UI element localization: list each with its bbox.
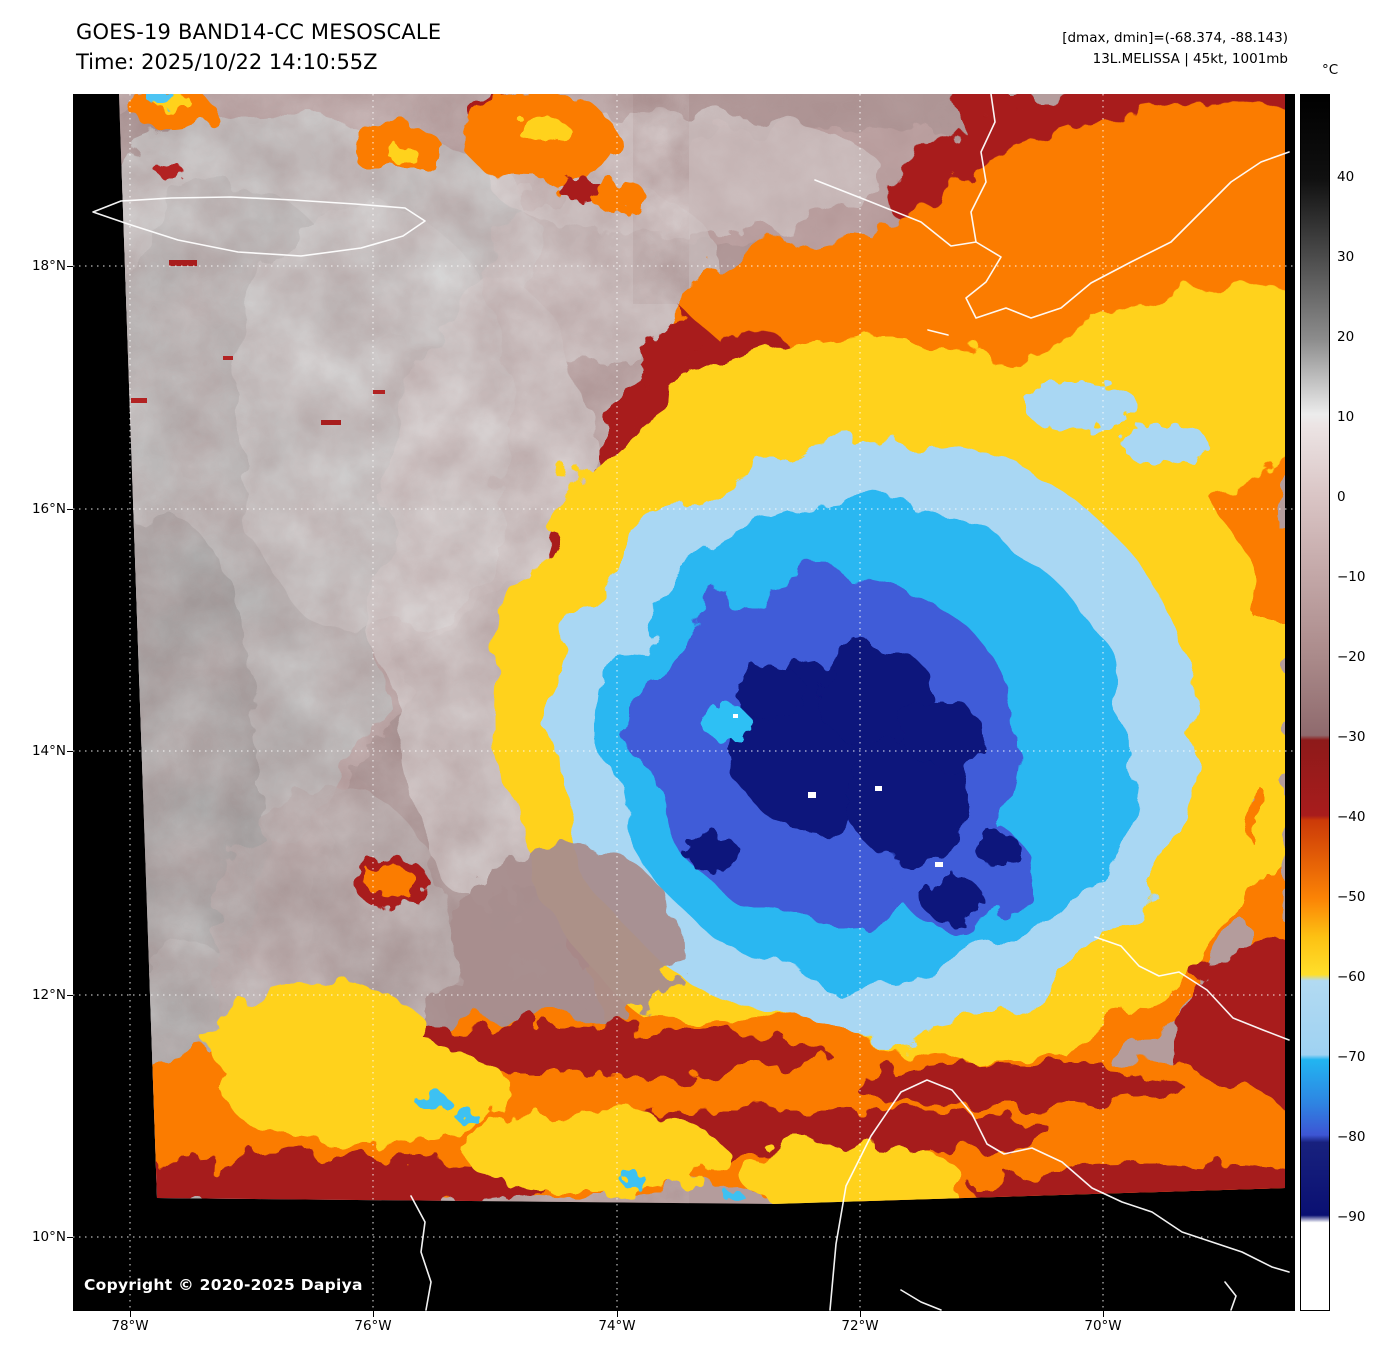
coastlines [92,94,1290,1311]
axis-tick [67,509,73,510]
dmax-dmin-readout: [dmax, dmin]=(-68.374, -88.143) [1062,30,1288,46]
coastline-hispaniola [814,151,1290,319]
coastline-hispaniola-north [970,94,996,243]
coastline-ile-a-vache [927,329,949,336]
white-eye-speck [733,714,738,718]
white-eye-speck [935,862,943,867]
cold-core-navy [687,644,1020,924]
lat-label-14n: 14°N [31,743,66,759]
coastline-guajira [829,1079,1290,1311]
copyright-notice: Copyright © 2020-2025 Dapiya [84,1276,363,1294]
colorbar-tick-n40: −40 [1337,809,1366,825]
axis-tick [860,1311,861,1317]
lon-label-70w: 70°W [1084,1318,1122,1334]
colorbar-tick-0: 0 [1337,489,1346,505]
lon-label-74w: 74°W [598,1318,636,1334]
axis-tick [67,266,73,267]
lon-label-72w: 72°W [841,1318,879,1334]
colorbar-tick-n80: −80 [1337,1129,1366,1145]
colorbar-tick-30: 30 [1337,249,1355,265]
colorbar-tick-20: 20 [1337,329,1355,345]
colorbar-tick-10: 10 [1337,409,1355,425]
storm-info-readout: 13L.MELISSA | 45kt, 1001mb [1092,51,1288,67]
satellite-map [73,94,1295,1311]
scan-area [119,94,1285,1204]
colorbar-tick-n50: −50 [1337,889,1366,905]
coastline-fragment-southeast [1224,1281,1237,1311]
axis-tick [130,1311,131,1317]
lon-label-78w: 78°W [111,1318,149,1334]
lon-label-76w: 76°W [354,1318,392,1334]
coastline-venezuela-gulf [1094,936,1290,1041]
colorbar-gradient [1300,94,1330,1311]
inner-core-details [701,704,943,867]
lat-label-16n: 16°N [31,501,66,517]
colorbar-tick-n70: −70 [1337,1049,1366,1065]
axis-tick [373,1311,374,1317]
colorbar-tick-n20: −20 [1337,649,1366,665]
page-title: GOES-19 BAND14-CC MESOSCALE [76,20,442,44]
colorbar-tick-40: 40 [1337,169,1355,185]
colorbar-tick-n10: −10 [1337,569,1366,585]
coastline-fragment-south [900,1289,942,1311]
colorbar-unit-label: °C [1322,62,1339,78]
satellite-image [73,94,1295,1311]
axis-tick [67,995,73,996]
lat-label-12n: 12°N [31,987,66,1003]
graticule [73,94,1295,1311]
axis-tick [1103,1311,1104,1317]
colorbar-tick-n60: −60 [1337,969,1366,985]
lat-label-18n: 18°N [31,258,66,274]
coastline-colombia [410,1195,432,1311]
colorbar-tick-n30: −30 [1337,729,1366,745]
timestamp-line: Time: 2025/10/22 14:10:55Z [76,50,378,74]
colorbar-tick-n90: −90 [1337,1209,1366,1225]
coastline-jamaica [92,196,426,257]
axis-tick [67,1237,73,1238]
warm-spots-northwest [131,94,646,907]
axis-tick [617,1311,618,1317]
header-right-info: [dmax, dmin]=(-68.374, -88.143) 13L.MELI… [1062,28,1288,70]
white-eye-speck [808,792,816,798]
axis-tick [67,751,73,752]
southern-convective-band [119,980,1285,1204]
lat-label-10n: 10°N [31,1229,66,1245]
white-eye-speck [875,786,882,791]
